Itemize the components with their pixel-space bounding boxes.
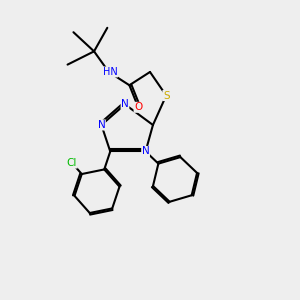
Text: O: O — [134, 102, 142, 112]
Text: N: N — [142, 146, 149, 157]
Text: S: S — [163, 91, 169, 100]
Text: N: N — [98, 120, 105, 130]
Text: N: N — [121, 99, 129, 110]
Text: Cl: Cl — [67, 158, 77, 168]
Text: HN: HN — [103, 67, 118, 77]
